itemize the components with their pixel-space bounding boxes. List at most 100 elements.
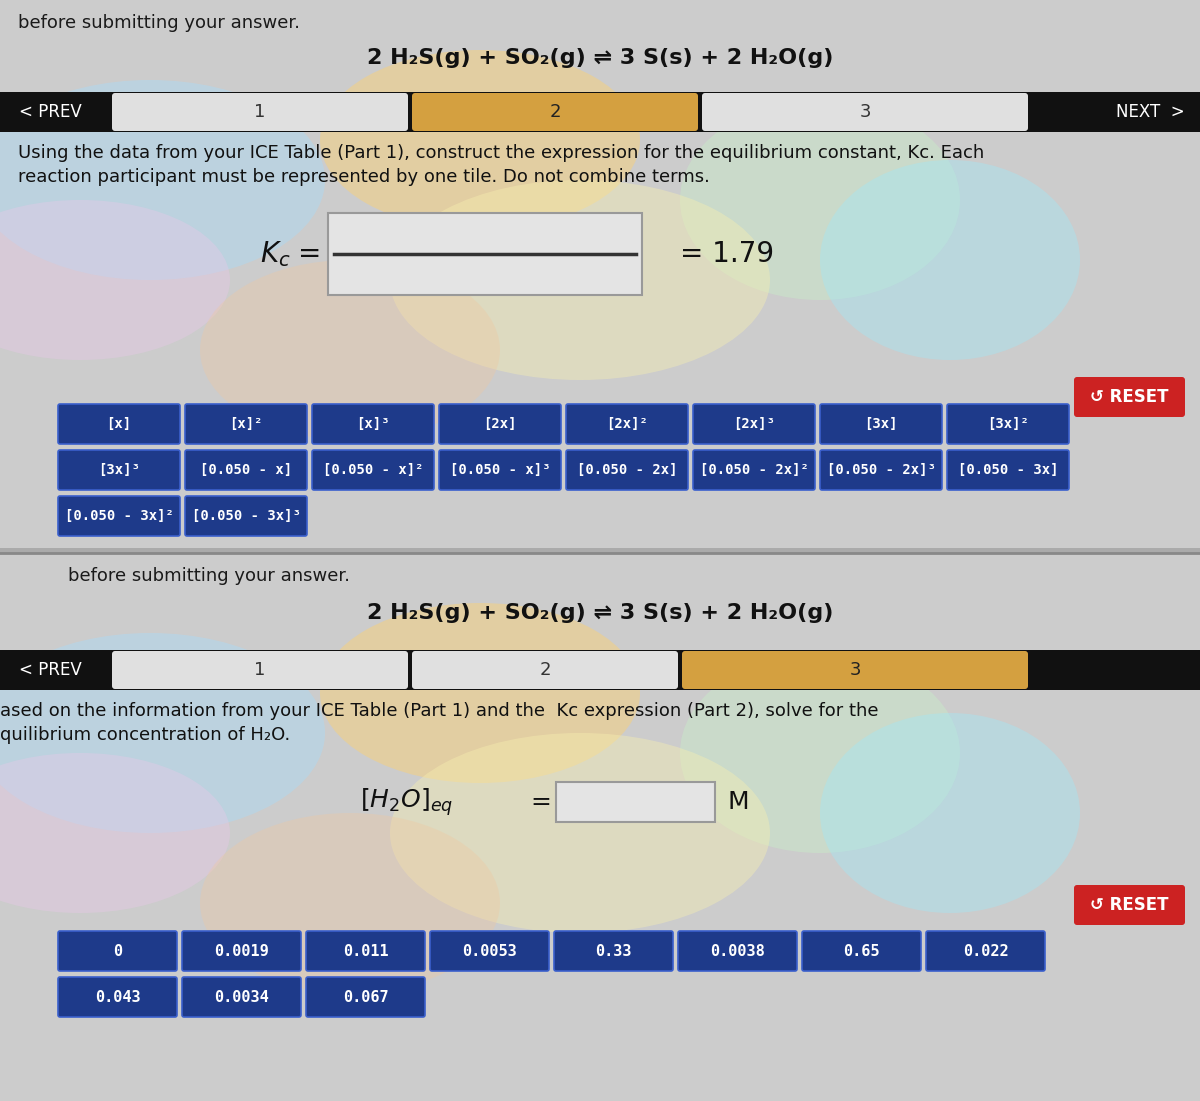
FancyBboxPatch shape (682, 651, 1028, 689)
FancyBboxPatch shape (0, 553, 1200, 1101)
Text: [2x]³: [2x]³ (733, 417, 775, 430)
Text: 2 H₂S(g) + SO₂(g) ⇌ 3 S(s) + 2 H₂O(g): 2 H₂S(g) + SO₂(g) ⇌ 3 S(s) + 2 H₂O(g) (367, 48, 833, 68)
Text: [0.050 - 3x]³: [0.050 - 3x]³ (192, 509, 300, 523)
FancyBboxPatch shape (694, 404, 815, 444)
FancyBboxPatch shape (439, 404, 562, 444)
FancyBboxPatch shape (182, 931, 301, 971)
Text: ased on the information from your ICE Table (Part 1) and the  Kc expression (Par: ased on the information from your ICE Ta… (0, 702, 878, 720)
Text: reaction participant must be represented by one tile. Do not combine terms.: reaction participant must be represented… (18, 168, 710, 186)
Text: 3: 3 (859, 103, 871, 121)
Text: [0.050 - 3x]: [0.050 - 3x] (958, 464, 1058, 477)
FancyBboxPatch shape (566, 404, 688, 444)
FancyBboxPatch shape (926, 931, 1045, 971)
Text: [0.050 - x]²: [0.050 - x]² (323, 464, 424, 477)
FancyBboxPatch shape (947, 404, 1069, 444)
Ellipse shape (200, 260, 500, 440)
FancyBboxPatch shape (678, 931, 797, 971)
Text: < PREV: < PREV (19, 103, 82, 121)
Text: ↺ RESET: ↺ RESET (1091, 388, 1169, 406)
Text: 0.067: 0.067 (343, 990, 389, 1004)
Text: [x]³: [x]³ (356, 417, 390, 430)
FancyBboxPatch shape (412, 651, 678, 689)
Text: [3x]: [3x] (864, 417, 898, 430)
Text: [3x]²: [3x]² (988, 417, 1028, 430)
Text: 0.022: 0.022 (962, 944, 1008, 959)
FancyBboxPatch shape (802, 931, 922, 971)
Ellipse shape (390, 733, 770, 933)
Ellipse shape (820, 160, 1080, 360)
Text: =: = (530, 791, 551, 814)
Text: [0.050 - 3x]²: [0.050 - 3x]² (65, 509, 174, 523)
Text: 0.33: 0.33 (595, 944, 631, 959)
Text: ↺ RESET: ↺ RESET (1091, 896, 1169, 914)
FancyBboxPatch shape (412, 92, 698, 131)
Text: [0.050 - x]³: [0.050 - x]³ (450, 464, 551, 477)
FancyBboxPatch shape (0, 92, 1200, 132)
Text: 0.011: 0.011 (343, 944, 389, 959)
FancyBboxPatch shape (556, 782, 715, 822)
Text: NEXT  >: NEXT > (1116, 103, 1184, 121)
Text: 0: 0 (113, 944, 122, 959)
Text: = 1.79: = 1.79 (680, 240, 774, 268)
FancyBboxPatch shape (439, 450, 562, 490)
FancyBboxPatch shape (112, 92, 408, 131)
FancyBboxPatch shape (430, 931, 550, 971)
Ellipse shape (820, 713, 1080, 913)
Text: 3: 3 (850, 661, 860, 679)
Text: [2x]²: [2x]² (606, 417, 648, 430)
Text: 0.0053: 0.0053 (462, 944, 517, 959)
FancyBboxPatch shape (0, 0, 1200, 548)
FancyBboxPatch shape (820, 404, 942, 444)
FancyBboxPatch shape (306, 931, 425, 971)
Text: [0.050 - x]: [0.050 - x] (200, 464, 292, 477)
Text: $[H_2O]_{eq}$: $[H_2O]_{eq}$ (360, 786, 454, 818)
Text: [x]: [x] (107, 417, 132, 430)
Ellipse shape (390, 179, 770, 380)
FancyBboxPatch shape (58, 931, 178, 971)
FancyBboxPatch shape (312, 404, 434, 444)
Text: 0.0038: 0.0038 (710, 944, 764, 959)
FancyBboxPatch shape (554, 931, 673, 971)
Ellipse shape (680, 653, 960, 853)
FancyBboxPatch shape (58, 450, 180, 490)
Text: [0.050 - 2x]³: [0.050 - 2x]³ (827, 464, 936, 477)
Text: M: M (728, 791, 750, 814)
Text: [0.050 - 2x]: [0.050 - 2x] (577, 464, 677, 477)
Text: 0.0034: 0.0034 (214, 990, 269, 1004)
FancyBboxPatch shape (58, 495, 180, 536)
Text: quilibrium concentration of H₂O.: quilibrium concentration of H₂O. (0, 726, 290, 744)
Text: 2: 2 (550, 103, 560, 121)
Text: =: = (299, 240, 322, 268)
Text: [0.050 - 2x]²: [0.050 - 2x]² (700, 464, 809, 477)
Ellipse shape (0, 80, 325, 280)
Text: [3x]³: [3x]³ (98, 464, 140, 477)
Ellipse shape (320, 603, 640, 783)
FancyBboxPatch shape (328, 212, 642, 295)
FancyBboxPatch shape (306, 977, 425, 1017)
Text: 0.65: 0.65 (844, 944, 880, 959)
FancyBboxPatch shape (566, 450, 688, 490)
Text: [2x]: [2x] (484, 417, 517, 430)
FancyBboxPatch shape (112, 651, 408, 689)
FancyBboxPatch shape (694, 450, 815, 490)
FancyBboxPatch shape (185, 450, 307, 490)
Ellipse shape (0, 753, 230, 913)
FancyBboxPatch shape (0, 650, 1200, 690)
FancyBboxPatch shape (185, 495, 307, 536)
Text: before submitting your answer.: before submitting your answer. (68, 567, 350, 585)
Ellipse shape (680, 100, 960, 299)
Ellipse shape (200, 813, 500, 993)
Ellipse shape (0, 633, 325, 833)
Text: $K_c$: $K_c$ (259, 239, 290, 269)
FancyBboxPatch shape (58, 977, 178, 1017)
Text: 1: 1 (254, 661, 265, 679)
Text: 2: 2 (539, 661, 551, 679)
FancyBboxPatch shape (820, 450, 942, 490)
FancyBboxPatch shape (185, 404, 307, 444)
Text: [x]²: [x]² (229, 417, 263, 430)
FancyBboxPatch shape (702, 92, 1028, 131)
Text: < PREV: < PREV (19, 661, 82, 679)
FancyBboxPatch shape (182, 977, 301, 1017)
Text: 2 H₂S(g) + SO₂(g) ⇌ 3 S(s) + 2 H₂O(g): 2 H₂S(g) + SO₂(g) ⇌ 3 S(s) + 2 H₂O(g) (367, 603, 833, 623)
Ellipse shape (0, 200, 230, 360)
